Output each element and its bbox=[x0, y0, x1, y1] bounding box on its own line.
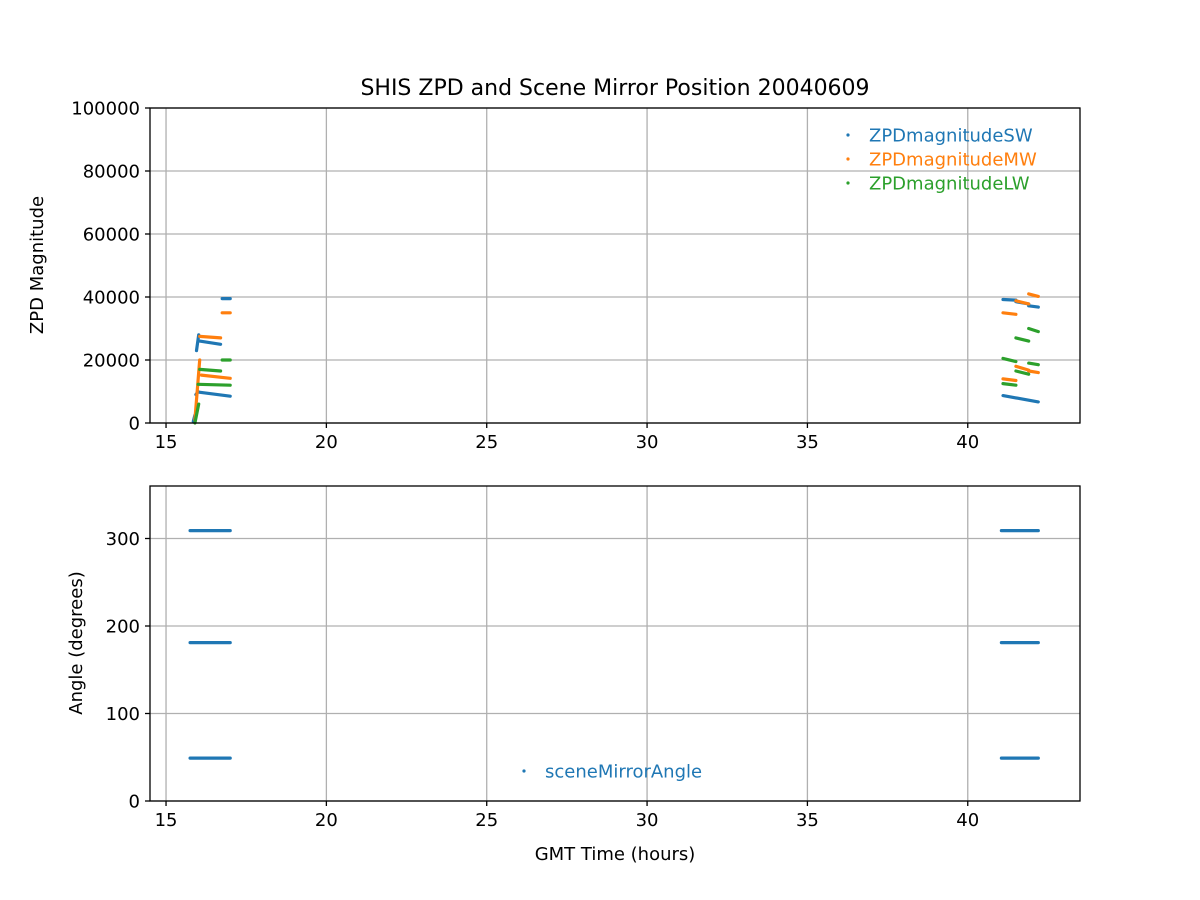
x-tick-label: 40 bbox=[956, 432, 979, 453]
x-tick-label: 30 bbox=[636, 810, 659, 831]
zpd-data-marks bbox=[191, 292, 1040, 425]
y-tick-label: 0 bbox=[129, 414, 140, 435]
zpdmagnitudelw-run-0 bbox=[193, 402, 201, 425]
zpdmagnitudesw-run-9 bbox=[1001, 394, 1040, 404]
x-tick-label: 25 bbox=[475, 810, 498, 831]
plot-frame bbox=[149, 107, 1081, 424]
plot-frame bbox=[149, 485, 1081, 802]
zpdmagnitudesw-run-1 bbox=[194, 333, 201, 353]
zpd-ticks: 15 20 25 30 35 40 0 20000 40000 60000 80000 100000 bbox=[71, 99, 1081, 453]
series-zpdmagnitudelw bbox=[193, 326, 1040, 425]
zpdmagnitudelw-run-4 bbox=[1001, 356, 1018, 364]
legend-marker-zpdmagnitudesw bbox=[846, 133, 850, 137]
y-tick-label: 100000 bbox=[71, 99, 140, 120]
x-tick-label: 20 bbox=[315, 432, 338, 453]
x-tick-label: 30 bbox=[636, 432, 659, 453]
zpd-y-axis-label: ZPD Magnitude bbox=[27, 196, 48, 334]
legend-marker-zpdmagnitudelw bbox=[846, 181, 850, 185]
legend-marker-scenemirrorangle bbox=[522, 769, 526, 773]
x-tick-label: 20 bbox=[315, 810, 338, 831]
x-tick-label: 35 bbox=[796, 810, 819, 831]
zpdmagnitudemw-run-5 bbox=[1014, 299, 1031, 306]
legend-label-zpdmagnitudelw: ZPDmagnitudeLW bbox=[869, 174, 1030, 195]
zpdmagnitudelw-run-3 bbox=[196, 382, 232, 387]
x-tick-label: 35 bbox=[796, 432, 819, 453]
zpdmagnitudesw-run-6 bbox=[1001, 297, 1018, 302]
zpdmagnitudemw-run-7 bbox=[1001, 377, 1018, 383]
x-tick-label: 40 bbox=[956, 810, 979, 831]
y-tick-label: 40000 bbox=[83, 288, 140, 309]
zpdmagnitudesw-run-5 bbox=[196, 390, 232, 398]
zpdmagnitudelw-run-9 bbox=[1027, 361, 1040, 367]
legend-label-scenemirrorangle: sceneMirrorAngle bbox=[545, 762, 702, 783]
zpd-legend: ZPDmagnitudeSW ZPDmagnitudeMW ZPDmagnitude… bbox=[846, 126, 1037, 195]
y-tick-label: 200 bbox=[106, 617, 140, 638]
x-tick-label: 15 bbox=[155, 432, 178, 453]
chart-title: SHIS ZPD and Scene Mirror Position 20040… bbox=[360, 76, 869, 101]
y-tick-label: 300 bbox=[106, 529, 140, 550]
angle-y-axis-label: Angle (degrees) bbox=[66, 571, 87, 714]
zpdmagnitudelw-run-7 bbox=[1001, 382, 1018, 387]
scene-mirror-angle-plot: 15 20 25 30 35 40 0 100 200 300 Angle (degrees) G… bbox=[66, 485, 1081, 865]
zpdmagnitudemw-run-8 bbox=[1014, 364, 1031, 372]
series-zpdmagnitudemw bbox=[193, 292, 1040, 422]
zpdmagnitudemw-run-6 bbox=[1027, 292, 1040, 298]
zpdmagnitudelw-run-8 bbox=[1014, 369, 1031, 376]
zpd-magnitude-plot: 15 20 25 30 35 40020000400006000080000100000 … bbox=[27, 99, 1081, 453]
y-tick-label: 80000 bbox=[83, 162, 140, 183]
y-tick-label: 100 bbox=[106, 704, 140, 725]
angle-ticks: 15 20 25 30 35 40 0 100 200 300 bbox=[106, 485, 1081, 831]
y-tick-label: 20000 bbox=[83, 351, 140, 372]
zpdmagnitudemw-run-1 bbox=[198, 334, 223, 340]
zpdmagnitudesw-run-2 bbox=[198, 339, 223, 346]
y-tick-label: 60000 bbox=[83, 225, 140, 246]
zpdmagnitudelw-run-6 bbox=[1027, 326, 1040, 334]
y-tick-label: 0 bbox=[129, 792, 140, 813]
x-tick-label: 25 bbox=[475, 432, 498, 453]
zpdmagnitudemw-run-4 bbox=[1001, 311, 1018, 316]
legend-marker-zpdmagnitudemw bbox=[846, 157, 850, 161]
legend-label-zpdmagnitudesw: ZPDmagnitudeSW bbox=[869, 126, 1033, 147]
x-axis-label: GMT Time (hours) bbox=[535, 844, 696, 865]
zpdmagnitudemw-run-3 bbox=[199, 373, 232, 380]
zpdmagnitudelw-run-1 bbox=[198, 367, 223, 373]
zpdmagnitudesw-run-8 bbox=[1027, 304, 1040, 309]
angle-legend: sceneMirrorAngle bbox=[522, 762, 702, 783]
legend-label-zpdmagnitudemw: ZPDmagnitudeMW bbox=[869, 150, 1037, 171]
zpdmagnitudelw-run-5 bbox=[1014, 336, 1031, 343]
x-tick-label: 15 bbox=[155, 810, 178, 831]
angle-data-marks bbox=[188, 528, 1040, 760]
zpdmagnitudemw-run-9 bbox=[1027, 369, 1040, 375]
series-scenemirrorangle bbox=[188, 528, 1040, 760]
